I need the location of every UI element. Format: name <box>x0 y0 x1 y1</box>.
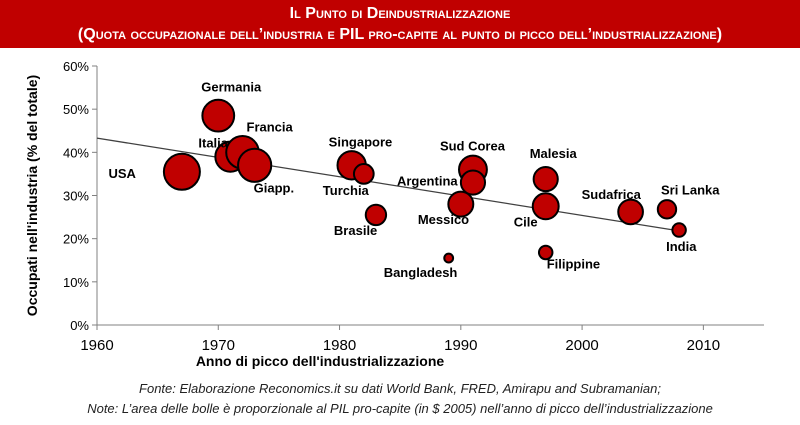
y-tick-label: 30% <box>63 189 89 204</box>
x-tick-label: 1970 <box>202 337 235 354</box>
bubble-label: Filippine <box>547 256 600 271</box>
x-tick-label: 2000 <box>565 337 598 354</box>
bubble-point <box>443 252 455 264</box>
bubble-label: Sud Corea <box>440 139 506 154</box>
x-tick-label: 1990 <box>444 337 477 354</box>
bubble-label: Singapore <box>329 134 393 149</box>
bubble-point <box>656 199 678 220</box>
y-axis-label: Occupati nell'industria (% del totale) <box>24 75 40 316</box>
bubble-label: Francia <box>247 119 294 134</box>
y-tick-label: 10% <box>63 275 89 290</box>
chart-header: Il Punto di Deindustrializzazione (Quota… <box>0 0 800 48</box>
bubble-label: Italia <box>198 136 228 151</box>
bubble-point <box>537 244 554 261</box>
y-tick-label: 50% <box>63 102 89 117</box>
trend-line <box>96 137 680 232</box>
x-axis-label: Anno di picco dell'industrializzazione <box>196 353 445 369</box>
bubble-point <box>671 222 687 238</box>
bubble-label: Sri Lanka <box>661 182 720 197</box>
bubble-label: Cile <box>514 214 538 229</box>
x-tick-label: 2010 <box>687 337 720 354</box>
scatter-chart: 0% 10% 20% 30% 40% 50% 60% 1960 1970 1980 1990 2000… <box>24 59 764 369</box>
bubble-point <box>352 163 375 185</box>
bubble-label: Argentina <box>397 174 458 189</box>
bubble-label: India <box>666 239 697 254</box>
chart-subtitle: (Quota occupazionale dell’industria e PI… <box>77 26 723 43</box>
bubble-label: Turchia <box>323 183 370 198</box>
bubble-point <box>459 169 487 196</box>
x-tick-label: 1980 <box>323 337 356 354</box>
bubble-label: Brasile <box>334 223 377 238</box>
bubble-point <box>364 203 388 227</box>
bubble-label: Giapp. <box>254 180 294 195</box>
bubble-label: Malesia <box>530 146 578 161</box>
bubble-label: Bangladesh <box>384 265 458 280</box>
bubble-label: Germania <box>201 80 262 95</box>
bubble-point <box>531 192 560 221</box>
bubble-label: Messico <box>418 212 469 227</box>
y-tick-label: 40% <box>63 145 89 160</box>
bubble-label: USA <box>108 166 136 181</box>
chart-title: Il Punto di Deindustrializzazione <box>289 5 511 22</box>
bubble-point <box>447 190 475 218</box>
bubble-point <box>201 98 236 133</box>
bubble-label: Sudafrica <box>582 187 642 202</box>
bubble-point <box>162 152 201 191</box>
y-tick-label: 60% <box>63 59 89 74</box>
y-tick-label: 0% <box>70 318 89 333</box>
bubble-point <box>532 166 559 193</box>
bubble-point <box>237 147 273 183</box>
footer-note: Note: L’area delle bolle è proporzionale… <box>87 401 713 416</box>
bubble-point <box>617 198 644 226</box>
x-tick-label: 1960 <box>80 337 113 354</box>
y-tick-label: 20% <box>63 232 89 247</box>
footer-source: Fonte: Elaborazione Reconomics.it su dat… <box>139 381 661 396</box>
